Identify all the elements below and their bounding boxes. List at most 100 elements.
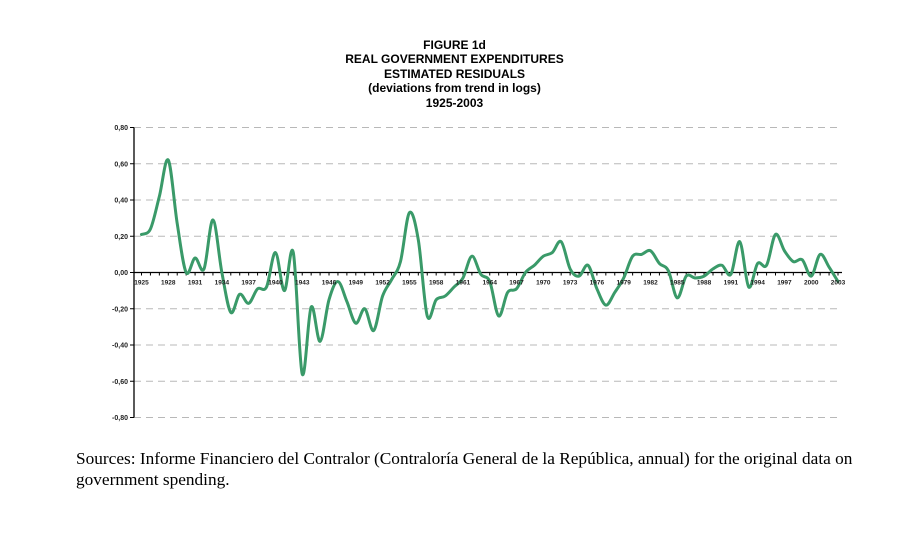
x-tick-label: 1940 — [268, 280, 283, 287]
y-tick-label: 0,80 — [114, 125, 128, 132]
data-point — [667, 269, 670, 272]
data-point — [703, 275, 706, 278]
data-point — [310, 305, 313, 308]
data-point — [247, 302, 250, 305]
data-point — [595, 287, 598, 290]
data-point — [810, 275, 813, 278]
x-tick-label: 1934 — [215, 280, 230, 287]
data-point — [444, 295, 447, 298]
data-point — [158, 195, 161, 198]
data-point — [149, 228, 152, 231]
data-point — [756, 262, 759, 265]
data-point — [497, 315, 500, 318]
data-point — [783, 249, 786, 252]
data-point — [631, 255, 634, 258]
data-point — [292, 251, 295, 254]
data-point — [765, 264, 768, 267]
data-point — [336, 280, 339, 283]
data-point — [515, 287, 518, 290]
x-tick-label: 1976 — [590, 280, 605, 287]
x-tick-label: 1988 — [697, 280, 712, 287]
data-point — [578, 275, 581, 278]
x-tick-label: 1943 — [295, 280, 310, 287]
y-tick-label: 0,60 — [114, 161, 128, 168]
x-tick-label: 1994 — [750, 280, 765, 287]
x-tick-label: 1982 — [643, 280, 658, 287]
data-point — [685, 275, 688, 278]
data-point — [274, 251, 277, 254]
figure-number: FIGURE 1d — [423, 38, 486, 52]
x-tick-label: 2000 — [804, 280, 819, 287]
y-tick-label: -0,20 — [112, 306, 128, 313]
data-point — [176, 222, 179, 225]
data-point — [479, 273, 482, 276]
x-tick-label: 1928 — [161, 280, 176, 287]
data-point — [211, 218, 214, 221]
data-point — [283, 289, 286, 292]
data-point — [729, 273, 732, 276]
data-point — [658, 262, 661, 265]
data-point — [533, 264, 536, 267]
data-point — [435, 298, 438, 301]
y-tick-label: -0,40 — [112, 343, 128, 350]
x-tick-label: 1961 — [456, 280, 471, 287]
data-point — [613, 291, 616, 294]
series-layer — [140, 158, 840, 376]
data-point — [426, 315, 429, 318]
x-tick-label: 1979 — [616, 280, 631, 287]
figure-caption: Sources: Informe Financiero del Contralo… — [76, 449, 853, 489]
x-tick-label: 1967 — [509, 280, 524, 287]
x-tick-label: 1955 — [402, 280, 417, 287]
data-point — [738, 240, 741, 243]
data-point — [506, 291, 509, 294]
data-point — [256, 287, 259, 290]
axes — [130, 127, 842, 418]
data-point — [640, 253, 643, 256]
data-point — [381, 295, 384, 298]
data-point — [194, 257, 197, 260]
figure-units-note: (deviations from trend in logs) — [368, 81, 541, 96]
data-point — [167, 159, 170, 162]
data-point — [819, 253, 822, 256]
data-point — [569, 267, 572, 270]
data-point — [220, 271, 223, 274]
data-point — [551, 251, 554, 254]
data-point — [399, 260, 402, 263]
x-tick-label: 1937 — [241, 280, 256, 287]
x-tick-label: 1997 — [777, 280, 792, 287]
data-point — [586, 264, 589, 267]
data-point — [417, 238, 420, 241]
data-point — [774, 233, 777, 236]
data-point — [319, 340, 322, 343]
x-tick-label: 1973 — [563, 280, 578, 287]
data-point — [801, 258, 804, 261]
figure-period: 1925-2003 — [425, 95, 484, 110]
data-point — [328, 298, 331, 301]
data-point — [720, 264, 723, 267]
x-tick-label: 1991 — [724, 280, 739, 287]
data-point — [363, 307, 366, 310]
data-point — [185, 271, 188, 274]
data-point — [390, 278, 393, 281]
data-point — [354, 322, 357, 325]
x-tick-label: 2003 — [831, 280, 846, 287]
data-point — [560, 240, 563, 243]
data-point — [345, 300, 348, 303]
data-point — [524, 271, 527, 274]
data-point — [828, 266, 831, 269]
gridlines — [134, 127, 842, 418]
y-tick-label: 0,40 — [114, 198, 128, 205]
x-tick-label: 1985 — [670, 280, 685, 287]
y-tick-label: -0,60 — [112, 379, 128, 386]
data-point — [372, 329, 375, 332]
data-point — [604, 304, 607, 307]
data-point — [238, 293, 241, 296]
data-point — [203, 267, 206, 270]
x-tick-label: 1946 — [322, 280, 337, 287]
y-tick-label: 0,00 — [114, 270, 128, 277]
data-point — [792, 260, 795, 263]
data-point — [649, 249, 652, 252]
data-point — [542, 255, 545, 258]
data-point — [711, 267, 714, 270]
